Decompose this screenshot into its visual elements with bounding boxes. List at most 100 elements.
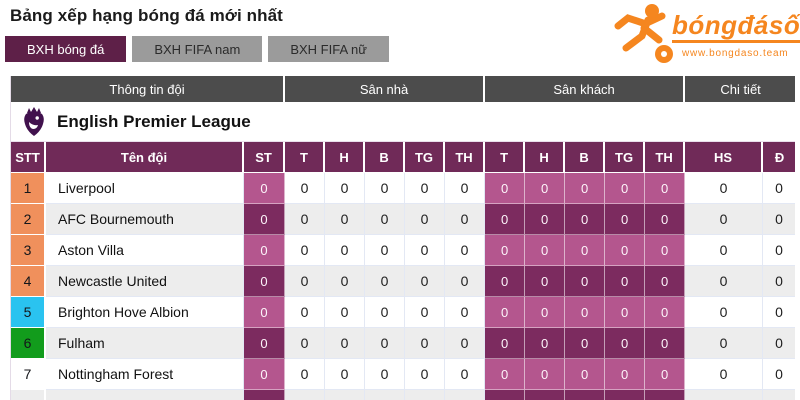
team-name: Nottingham Forest — [46, 359, 244, 390]
rank-cell: 5 — [11, 297, 46, 328]
away-stat-cell-1: 0 — [525, 359, 566, 390]
away-stat-cell-2: 0 — [565, 297, 606, 328]
goal-diff-cell: 0 — [685, 297, 764, 328]
team-name: Brighton Hove Albion — [46, 297, 244, 328]
home-stat-cell-4: 0 — [445, 359, 486, 390]
tab-0[interactable]: BXH bóng đá — [5, 36, 127, 62]
league-name: English Premier League — [57, 111, 251, 131]
away-stat-cell-0: 0 — [485, 173, 526, 204]
points-cell: 0 — [763, 173, 795, 204]
away-stat-cell-2: 0 — [565, 328, 606, 359]
matches-played-cell — [244, 390, 286, 400]
home-stat-cell-1 — [325, 390, 366, 400]
site-logo[interactable]: bóngđásố www.bongdaso.team — [604, 2, 800, 64]
tab-bar: BXH bóng đá BXH FIFA nam BXH FIFA nữ — [5, 36, 389, 62]
home-stat-cell-3: 0 — [405, 328, 446, 359]
away-stat-cell-2: 0 — [565, 359, 606, 390]
points-cell: 0 — [763, 328, 795, 359]
away-stat-cell-3: 0 — [605, 266, 646, 297]
group-header-1: Sân nhà — [285, 76, 486, 102]
home-stat-cell-0: 0 — [285, 204, 326, 235]
away-stat-cell-2: 0 — [565, 173, 606, 204]
points-cell: 0 — [763, 266, 795, 297]
league-row: English Premier League — [11, 102, 795, 142]
team-name: AFC Bournemouth — [46, 204, 244, 235]
home-stat-cell-2: 0 — [365, 204, 406, 235]
home-stat-cell-1: 0 — [325, 266, 366, 297]
column-header-1: Tên đội — [46, 142, 244, 173]
away-stat-cell-3: 0 — [605, 297, 646, 328]
team-name: Liverpool — [46, 173, 244, 204]
home-stat-cell-1: 0 — [325, 328, 366, 359]
rank-cell: 1 — [11, 173, 46, 204]
home-stat-cell-2: 0 — [365, 359, 406, 390]
team-name: Fulham — [46, 328, 244, 359]
away-stat-cell-3 — [605, 390, 646, 400]
away-stat-cell-1: 0 — [525, 173, 566, 204]
away-stat-cell-0: 0 — [485, 359, 526, 390]
home-stat-cell-3 — [405, 390, 446, 400]
logo-text: bóngđásố — [672, 11, 800, 44]
home-stat-cell-0: 0 — [285, 266, 326, 297]
away-stat-cell-0: 0 — [485, 297, 526, 328]
away-stat-cell-2 — [565, 390, 606, 400]
home-stat-cell-3: 0 — [405, 173, 446, 204]
premier-league-lion-icon — [24, 106, 44, 136]
home-stat-cell-0 — [285, 390, 326, 400]
rank-cell: 6 — [11, 328, 46, 359]
away-stat-cell-0 — [485, 390, 526, 400]
away-stat-cell-4 — [645, 390, 686, 400]
home-stat-cell-2: 0 — [365, 328, 406, 359]
home-stat-cell-2: 0 — [365, 266, 406, 297]
group-header-row: Thông tin đội Sân nhà Sân khách Chi tiết — [11, 76, 795, 102]
away-stat-cell-3: 0 — [605, 328, 646, 359]
home-stat-cell-1: 0 — [325, 359, 366, 390]
goal-diff-cell: 0 — [685, 266, 764, 297]
table-row: 1 Liverpool 0 0 0 0 0 0 0 0 0 0 0 0 0 — [11, 173, 795, 204]
table-row: 7 Nottingham Forest 0 0 0 0 0 0 0 0 0 0 0 0 0 — [11, 359, 795, 390]
tab-1[interactable]: BXH FIFA nam — [132, 36, 263, 62]
away-stat-cell-1: 0 — [525, 328, 566, 359]
away-stat-cell-3: 0 — [605, 173, 646, 204]
column-header-4: H — [325, 142, 366, 173]
home-stat-cell-1: 0 — [325, 173, 366, 204]
home-stat-cell-0: 0 — [285, 359, 326, 390]
home-stat-cell-2 — [365, 390, 406, 400]
home-stat-cell-3: 0 — [405, 266, 446, 297]
matches-played-cell: 0 — [244, 204, 286, 235]
home-stat-cell-3: 0 — [405, 204, 446, 235]
home-stat-cell-4: 0 — [445, 173, 486, 204]
home-stat-cell-4: 0 — [445, 204, 486, 235]
home-stat-cell-0: 0 — [285, 297, 326, 328]
column-header-3: T — [285, 142, 326, 173]
column-header-9: H — [525, 142, 566, 173]
table-row: 5 Brighton Hove Albion 0 0 0 0 0 0 0 0 0 0 0 0 0 — [11, 297, 795, 328]
goal-diff-cell: 0 — [685, 204, 764, 235]
home-stat-cell-4: 0 — [445, 235, 486, 266]
away-stat-cell-0: 0 — [485, 235, 526, 266]
home-stat-cell-0: 0 — [285, 328, 326, 359]
table-row: 6 Fulham 0 0 0 0 0 0 0 0 0 0 0 0 0 — [11, 328, 795, 359]
table-row-partial — [11, 390, 795, 400]
team-name: Aston Villa — [46, 235, 244, 266]
away-stat-cell-4: 0 — [645, 266, 686, 297]
home-stat-cell-1: 0 — [325, 235, 366, 266]
matches-played-cell: 0 — [244, 235, 286, 266]
column-header-14: Đ — [763, 142, 795, 173]
away-stat-cell-4: 0 — [645, 235, 686, 266]
team-name — [46, 390, 244, 400]
matches-played-cell: 0 — [244, 173, 286, 204]
column-header-7: TH — [445, 142, 486, 173]
home-stat-cell-0: 0 — [285, 235, 326, 266]
tab-2[interactable]: BXH FIFA nữ — [268, 36, 389, 62]
away-stat-cell-3: 0 — [605, 359, 646, 390]
page-title: Bảng xếp hạng bóng đá mới nhất — [10, 6, 283, 25]
away-stat-cell-1: 0 — [525, 235, 566, 266]
home-stat-cell-3: 0 — [405, 235, 446, 266]
standings-table-container: Thông tin đội Sân nhà Sân khách Chi tiết — [10, 76, 795, 400]
group-header-0: Thông tin đội — [11, 76, 286, 102]
rank-cell: 4 — [11, 266, 46, 297]
matches-played-cell: 0 — [244, 359, 286, 390]
column-header-2: ST — [244, 142, 286, 173]
home-stat-cell-2: 0 — [365, 173, 406, 204]
